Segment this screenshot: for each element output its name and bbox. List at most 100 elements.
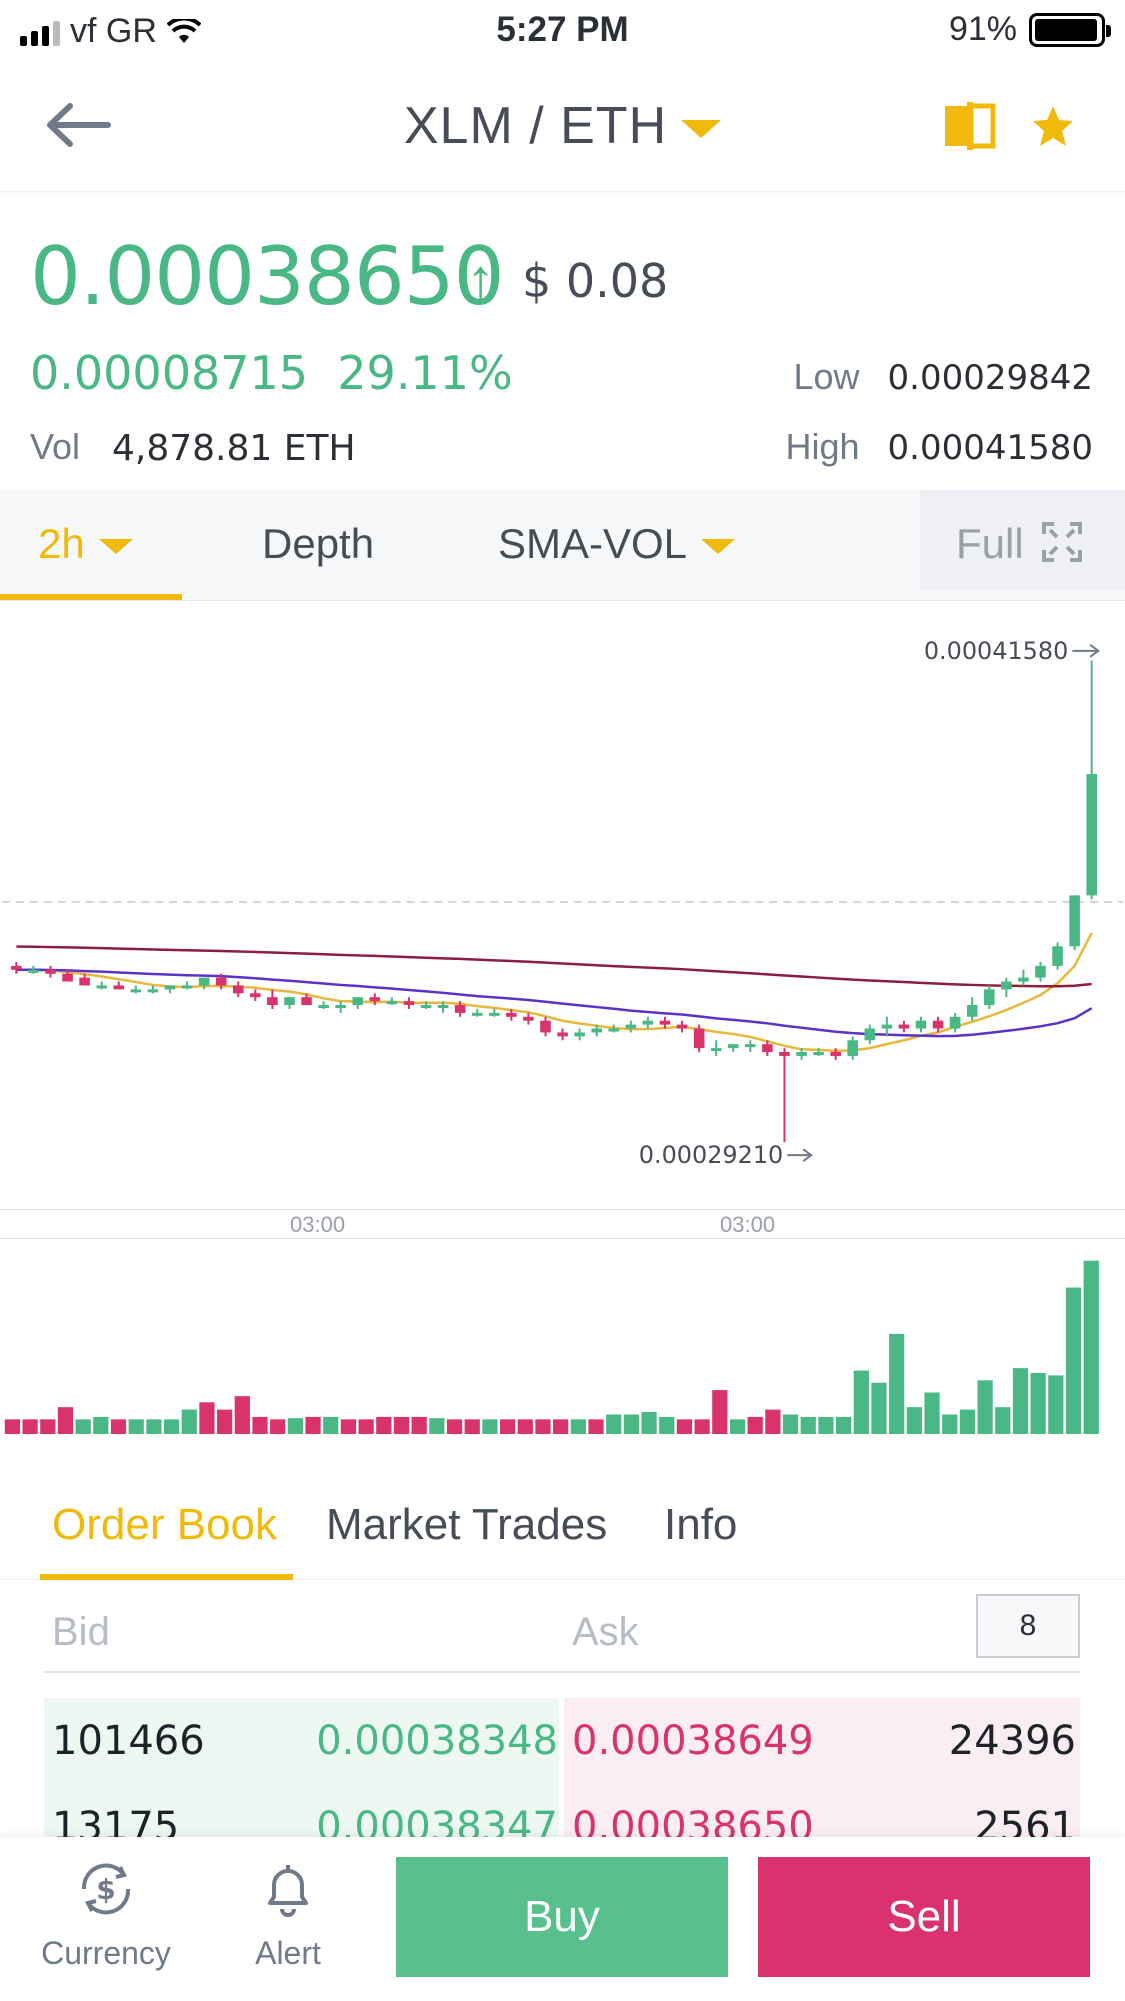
tab-info[interactable]: Info xyxy=(664,1500,738,1549)
volume-bar xyxy=(181,1409,197,1435)
volume-bar xyxy=(128,1419,144,1435)
interval-selector[interactable]: 2h xyxy=(38,520,133,568)
volume-bar xyxy=(446,1419,463,1435)
ask-depth-bar xyxy=(564,1698,1080,1784)
candle xyxy=(62,973,73,982)
candle xyxy=(267,997,278,1006)
candle xyxy=(915,1020,927,1029)
tab-underline xyxy=(40,1574,293,1580)
alert-button[interactable]: Alert xyxy=(208,1857,368,1972)
status-bar: vf GR 5:27 PM 91% xyxy=(0,0,1125,62)
volume-bar xyxy=(747,1416,763,1435)
star-icon[interactable] xyxy=(1031,104,1075,148)
up-arrow-icon: ↑ xyxy=(466,247,495,312)
header-actions xyxy=(943,102,1075,150)
candle xyxy=(898,1024,910,1029)
volume-bar xyxy=(252,1416,268,1435)
candle xyxy=(523,1016,534,1021)
bid-column-header: Bid xyxy=(52,1610,110,1654)
candle xyxy=(625,1024,637,1029)
volume-bar xyxy=(1048,1375,1064,1435)
candle xyxy=(949,1016,961,1029)
volume-bar xyxy=(482,1419,498,1435)
indicator-selector[interactable]: SMA-VOL xyxy=(498,520,736,568)
candle xyxy=(1086,774,1097,896)
full-screen-button[interactable]: Full xyxy=(920,490,1125,590)
volume-bar xyxy=(358,1419,374,1435)
candle xyxy=(966,1005,978,1017)
chart-toolbar: 2h Depth SMA-VOL Full xyxy=(0,490,1125,600)
full-label: Full xyxy=(956,520,1024,567)
candle xyxy=(642,1020,654,1025)
ma-slow-line xyxy=(16,945,1092,988)
candles-group xyxy=(11,660,1097,1143)
volume-bar xyxy=(906,1407,922,1435)
back-arrow-icon[interactable] xyxy=(44,100,114,150)
compare-icon[interactable] xyxy=(943,102,997,150)
candle xyxy=(454,1005,466,1013)
volume-bar xyxy=(694,1419,710,1435)
candle xyxy=(864,1028,876,1041)
candle xyxy=(471,1012,483,1016)
pair-selector[interactable]: XLM / ETH xyxy=(0,96,1125,156)
usd-value: $ 0.08 xyxy=(522,254,669,308)
volume-bar xyxy=(800,1416,816,1435)
change-abs: 0.00008715 xyxy=(30,346,309,400)
candle xyxy=(45,969,56,974)
volume-bar xyxy=(606,1414,622,1435)
high-marker: 0.00041580 xyxy=(924,637,1100,665)
candle xyxy=(762,1044,773,1053)
volume-bar xyxy=(499,1419,516,1435)
candle xyxy=(813,1052,824,1056)
volume-bar xyxy=(641,1412,657,1435)
volume-bar xyxy=(4,1419,21,1435)
volume-bar xyxy=(146,1419,162,1435)
bid-depth-bar xyxy=(44,1698,559,1784)
low-marker: 0.00029210 xyxy=(639,1141,813,1169)
candle xyxy=(79,977,90,986)
buy-button[interactable]: Buy xyxy=(396,1857,728,1977)
volume-bar xyxy=(429,1418,445,1435)
volume-bar xyxy=(305,1416,321,1435)
volume-value: 4,878.81 ETH xyxy=(112,428,356,469)
candle xyxy=(369,997,381,1002)
volume-bar xyxy=(782,1414,799,1435)
volume-bar xyxy=(40,1419,56,1435)
candle xyxy=(352,997,364,1006)
tab-order-book[interactable]: Order Book xyxy=(52,1500,277,1549)
volume-bar xyxy=(659,1416,675,1435)
ask-price: 0.00038649 xyxy=(572,1718,814,1764)
time-label: 03:00 xyxy=(290,1212,346,1237)
order-book-header: Bid Ask 8 xyxy=(0,1580,1125,1680)
top-nav-bar: XLM / ETH xyxy=(0,62,1125,192)
moving-average-lines xyxy=(16,932,1093,1053)
currency-button[interactable]: $ Currency xyxy=(26,1857,186,1972)
tab-depth[interactable]: Depth xyxy=(262,520,375,567)
candle xyxy=(198,977,210,986)
sell-button[interactable]: Sell xyxy=(758,1857,1090,1977)
low-row: Low 0.00029842 xyxy=(793,356,1093,398)
candle xyxy=(1052,946,1063,966)
candle xyxy=(318,1005,329,1009)
battery-percent: 91% xyxy=(948,10,1017,48)
candle xyxy=(574,1032,585,1037)
candle xyxy=(11,965,22,970)
candle xyxy=(301,997,312,1006)
order-book-row[interactable]: 101466 0.00038348 0.00038649 24396 xyxy=(44,1698,1080,1784)
candle xyxy=(284,997,295,1006)
candle xyxy=(881,1024,893,1029)
candle xyxy=(591,1028,602,1033)
tab-market-trades[interactable]: Market Trades xyxy=(326,1500,608,1549)
candle xyxy=(386,1001,398,1005)
price-chart[interactable]: 0.00041580 0.00029210 xyxy=(0,600,1125,1210)
volume-bar xyxy=(942,1414,958,1435)
depth-precision-selector[interactable]: 8 xyxy=(976,1594,1080,1658)
volume-bar xyxy=(163,1419,180,1435)
volume-bar xyxy=(889,1333,905,1435)
currency-label: Currency xyxy=(41,1935,171,1971)
volume-bar xyxy=(464,1419,480,1435)
candle xyxy=(1018,977,1029,982)
bottom-action-bar: $ Currency Alert Buy Sell xyxy=(0,1837,1125,2001)
volume-bar xyxy=(22,1419,38,1435)
high-row: High 0.00041580 xyxy=(785,426,1093,468)
